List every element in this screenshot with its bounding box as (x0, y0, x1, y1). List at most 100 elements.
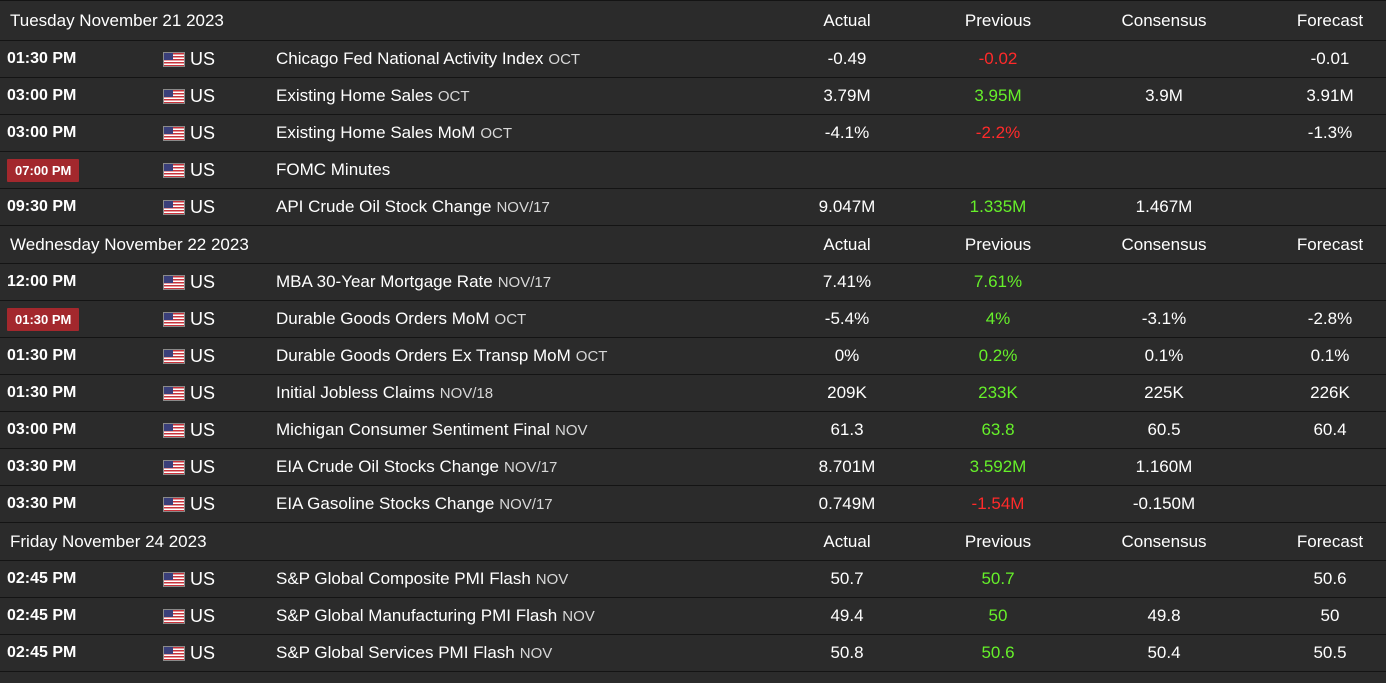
previous-value: 233K (978, 383, 1018, 402)
event-period: OCT (437, 87, 470, 105)
us-flag-icon (164, 163, 184, 177)
actual-value: 3.79M (823, 86, 871, 105)
event-consensus: -3.1% (1096, 301, 1232, 337)
event-time: 12:00 PM (7, 273, 77, 290)
event-row[interactable]: 02:45 PM US S&P Global Manufacturing PMI F… (0, 598, 1386, 635)
flag-cell (164, 115, 184, 151)
forecast-value: 50 (1320, 606, 1340, 625)
event-country: US (190, 456, 216, 477)
event-time-badge: 01:30 PM (7, 307, 80, 331)
consensus-value: 0.1% (1144, 346, 1184, 365)
us-flag-icon (164, 126, 184, 140)
event-row[interactable]: 01:30 PM US Durable Goods Orders Ex Transp… (0, 338, 1386, 375)
event-row[interactable]: 03:00 PM US Existing Home Sales OCT 3.79M 3.9… (0, 78, 1386, 115)
flag-cell (164, 41, 184, 77)
event-period: NOV/17 (496, 198, 550, 216)
event-row[interactable]: 02:45 PM US S&P Global Services PMI Flash N… (0, 635, 1386, 672)
event-country: US (190, 48, 216, 69)
event-consensus: 0.1% (1096, 338, 1232, 374)
forecast-value: -0.01 (1310, 49, 1350, 68)
event-time: 03:00 PM (7, 421, 77, 438)
event-row[interactable]: 01:30 PM US Durable Goods Orders MoM OCT -5.… (0, 301, 1386, 338)
event-row[interactable]: 01:30 PM US Chicago Fed National Activity … (0, 41, 1386, 78)
event-time: 01:30 PM (7, 384, 77, 401)
event-row[interactable]: 03:00 PM US Michigan Consumer Sentiment Fi… (0, 412, 1386, 449)
event-forecast (1262, 152, 1386, 188)
event-time-cell: 03:30 PM (7, 486, 76, 522)
event-time: 09:30 PM (7, 198, 77, 215)
event-actual: -4.1% (780, 115, 914, 151)
forecast-value: -2.8% (1307, 309, 1353, 328)
event-time-badge: 07:00 PM (7, 158, 80, 182)
event-consensus: 1.160M (1096, 449, 1232, 485)
event-row[interactable]: 01:30 PM US Initial Jobless Claims NOV/18 20… (0, 375, 1386, 412)
event-actual: 61.3 (780, 412, 914, 448)
event-actual: 0% (780, 338, 914, 374)
forecast-value: 60.4 (1313, 420, 1347, 439)
event-period: OCT (494, 310, 527, 328)
event-row[interactable]: 09:30 PM US API Crude Oil Stock Change NOV/… (0, 189, 1386, 226)
previous-value: 50 (988, 606, 1008, 625)
column-header-consensus: Consensus (1121, 234, 1207, 254)
event-previous (930, 152, 1066, 188)
event-consensus: 1.467M (1096, 189, 1232, 225)
event-previous: 50.7 (930, 561, 1066, 597)
event-row[interactable]: 07:00 PM US FOMC Minutes (0, 152, 1386, 189)
previous-value: -0.02 (978, 49, 1018, 68)
us-flag-icon (164, 275, 184, 289)
consensus-value: 49.8 (1147, 606, 1181, 625)
event-actual: 9.047M (780, 189, 914, 225)
event-row[interactable]: 03:30 PM US EIA Gasoline Stocks Change NOV/… (0, 486, 1386, 523)
event-consensus: 225K (1096, 375, 1232, 411)
event-name-cell: Durable Goods Orders Ex Transp MoM OCT (276, 338, 607, 374)
event-time-cell: 01:30 PM (7, 338, 76, 374)
column-header-previous: Previous (964, 531, 1032, 551)
event-period: NOV (562, 607, 595, 625)
flag-cell (164, 152, 184, 188)
event-country: US (190, 345, 216, 366)
event-name-cell: Existing Home Sales OCT (276, 78, 470, 114)
event-name-cell: S&P Global Manufacturing PMI Flash NOV (276, 598, 595, 634)
consensus-value: -0.150M (1132, 494, 1196, 513)
event-name: EIA Gasoline Stocks Change (276, 494, 495, 513)
event-row[interactable]: 02:45 PM US S&P Global Composite PMI Flash… (0, 561, 1386, 598)
event-time-cell: 02:45 PM (7, 635, 76, 671)
flag-cell (164, 449, 184, 485)
previous-value: 50.6 (981, 643, 1015, 662)
actual-value: 61.3 (830, 420, 864, 439)
event-previous: -0.02 (930, 41, 1066, 77)
event-actual: 0.749M (780, 486, 914, 522)
event-country: US (190, 122, 216, 143)
flag-cell (164, 338, 184, 374)
flag-cell (164, 78, 184, 114)
event-country: US (190, 159, 216, 180)
event-forecast (1262, 486, 1386, 522)
event-consensus: -0.150M (1096, 486, 1232, 522)
previous-value: 7.61% (973, 272, 1023, 291)
event-row[interactable]: 03:30 PM US EIA Crude Oil Stocks Change NOV… (0, 449, 1386, 486)
consensus-value: 1.160M (1135, 457, 1193, 476)
column-header-previous: Previous (964, 234, 1032, 254)
event-name: Existing Home Sales MoM (276, 123, 476, 142)
flag-cell (164, 486, 184, 522)
event-forecast: 3.91M (1262, 78, 1386, 114)
event-time-cell: 01:30 PM (7, 375, 76, 411)
event-country: US (190, 271, 216, 292)
event-previous: 63.8 (930, 412, 1066, 448)
event-forecast: -0.01 (1262, 41, 1386, 77)
flag-cell (164, 561, 184, 597)
event-period: OCT (575, 347, 608, 365)
forecast-value: 50.6 (1313, 569, 1347, 588)
event-actual (780, 152, 914, 188)
event-name: Initial Jobless Claims (276, 383, 435, 402)
actual-value: 9.047M (818, 197, 876, 216)
event-row[interactable]: 12:00 PM US MBA 30-Year Mortgage Rate NOV/1… (0, 264, 1386, 301)
us-flag-icon (164, 89, 184, 103)
event-previous: 4% (930, 301, 1066, 337)
event-name-cell: EIA Crude Oil Stocks Change NOV/17 (276, 449, 557, 485)
event-time-cell: 03:00 PM (7, 412, 76, 448)
event-row[interactable]: 03:00 PM US Existing Home Sales MoM OCT -4.1… (0, 115, 1386, 152)
event-time-cell: 09:30 PM (7, 189, 76, 225)
column-header-actual: Actual (823, 10, 871, 30)
